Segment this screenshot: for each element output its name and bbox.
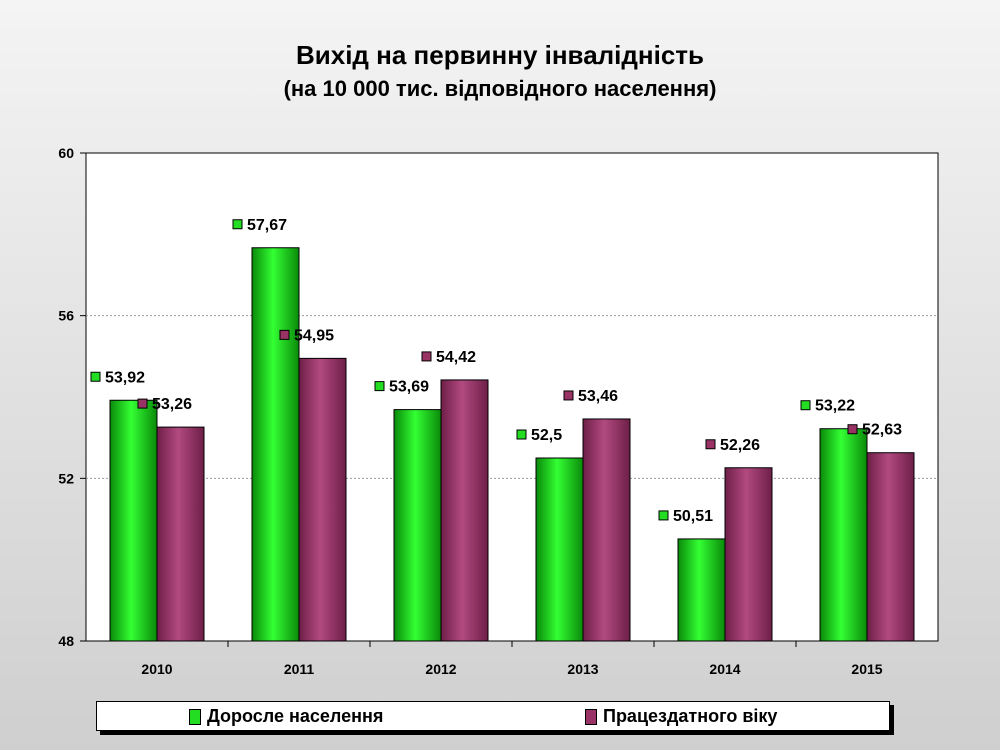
data-label: 52,26 bbox=[720, 437, 760, 454]
legend-item-adult: Доросле населення bbox=[189, 706, 383, 727]
legend-swatch-working-age bbox=[585, 708, 597, 725]
data-label-marker bbox=[658, 510, 669, 521]
chart-title: Вихід на первинну інвалідність bbox=[295, 40, 705, 70]
bar-chart: 53,92 53,26 57,67 54,95 53,69 54,42 52,5 53,46 5… bbox=[58, 145, 939, 677]
data-label: 57,67 bbox=[247, 217, 287, 234]
chart-subtitle: (на 10 000 тис. відповідного населення) bbox=[283, 76, 717, 101]
bar-series-1 bbox=[724, 467, 773, 642]
legend: Доросле населення Працездатного віку bbox=[96, 701, 890, 731]
x-tick-label: 2013 bbox=[567, 661, 598, 677]
data-label: 53,46 bbox=[578, 388, 618, 405]
data-label: 50,51 bbox=[673, 508, 713, 525]
bar-series-1 bbox=[156, 426, 205, 642]
legend-label-adult: Доросле населення bbox=[207, 706, 384, 726]
bar-series-0 bbox=[677, 538, 726, 642]
data-label: 53,92 bbox=[105, 369, 145, 386]
data-label: 52,63 bbox=[862, 422, 902, 439]
x-tick-label: 2012 bbox=[425, 661, 456, 677]
legend-label-working-age: Працездатного віку bbox=[603, 706, 778, 726]
bar-series-0 bbox=[251, 247, 300, 642]
y-tick-label: 48 bbox=[58, 633, 74, 649]
bar-series-0 bbox=[109, 399, 158, 642]
data-label: 53,22 bbox=[815, 398, 855, 415]
bar-series-1 bbox=[440, 379, 489, 642]
data-label: 54,42 bbox=[436, 349, 476, 366]
y-tick-label: 52 bbox=[58, 470, 74, 486]
data-label-marker bbox=[847, 424, 858, 435]
data-label-marker bbox=[279, 329, 290, 340]
data-label: 54,95 bbox=[294, 327, 334, 344]
data-label-marker bbox=[421, 351, 432, 362]
data-label: 52,5 bbox=[531, 427, 562, 444]
data-label-marker bbox=[516, 429, 527, 440]
data-label-marker bbox=[563, 390, 574, 401]
legend-swatch-adult bbox=[189, 708, 201, 725]
data-label: 53,26 bbox=[152, 396, 192, 413]
bar-series-0 bbox=[819, 428, 868, 642]
data-label: 53,69 bbox=[389, 379, 429, 396]
x-tick-label: 2011 bbox=[284, 661, 315, 677]
plot-area bbox=[85, 152, 939, 642]
y-tick-label: 56 bbox=[58, 308, 74, 324]
y-tick-label: 60 bbox=[58, 145, 74, 161]
bar-series-1 bbox=[866, 452, 915, 642]
data-label-marker bbox=[705, 439, 716, 450]
bar-series-0 bbox=[393, 409, 442, 642]
bar-series-1 bbox=[298, 357, 347, 642]
x-tick-label: 2010 bbox=[141, 661, 172, 677]
data-label-marker bbox=[137, 398, 148, 409]
bar-series-1 bbox=[582, 418, 631, 642]
x-tick-label: 2014 bbox=[709, 661, 740, 677]
x-tick-label: 2015 bbox=[851, 661, 882, 677]
bar-series-0 bbox=[535, 457, 584, 642]
data-label-marker bbox=[232, 219, 243, 230]
legend-item-working-age: Працездатного віку bbox=[585, 706, 777, 727]
data-label-marker bbox=[800, 400, 811, 411]
data-label-marker bbox=[374, 381, 385, 392]
data-label-marker bbox=[90, 371, 101, 382]
